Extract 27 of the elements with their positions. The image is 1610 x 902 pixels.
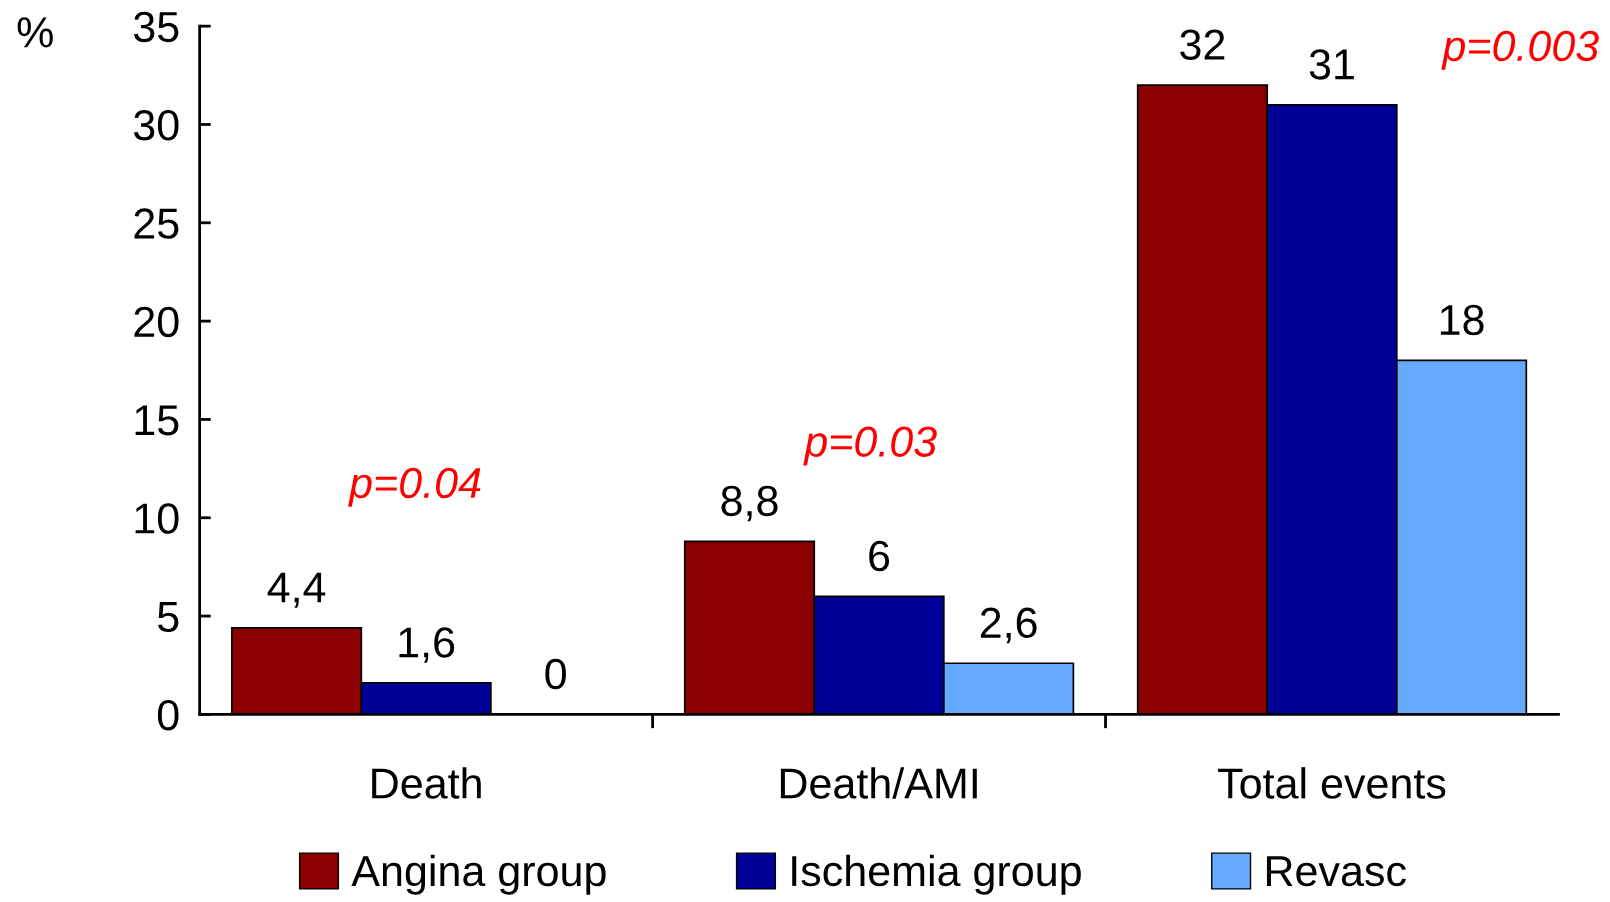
- y-tick-label: 0: [157, 699, 179, 731]
- data-label: 4,4: [267, 572, 326, 608]
- legend-label: Revasc: [1266, 856, 1406, 887]
- data-label: 2,6: [980, 607, 1037, 644]
- data-label: 6: [869, 540, 890, 572]
- y-tick-label: 25: [134, 208, 179, 239]
- x-tick-label: Total events: [1218, 767, 1446, 799]
- y-tick-label: 10: [135, 503, 179, 534]
- annotation: p=0.003: [1441, 30, 1599, 70]
- y-tick-label: 20: [134, 306, 179, 338]
- legend-label: Angina group: [351, 854, 606, 895]
- annotation: p=0.03: [803, 426, 937, 466]
- annotation: p=0.04: [348, 467, 481, 507]
- y-tick-label: 15: [135, 405, 179, 436]
- data-label: 32: [1180, 29, 1225, 60]
- y-tick-label: 5: [157, 602, 179, 633]
- y-tick-label: 30: [133, 110, 179, 141]
- x-tick-label: Death: [372, 767, 481, 799]
- y-axis-title: %: [17, 17, 53, 48]
- data-label: 31: [1309, 49, 1354, 80]
- data-label: 8,8: [721, 485, 778, 522]
- data-label: 18: [1440, 304, 1484, 336]
- y-tick-label: 35: [133, 11, 179, 43]
- data-label: 0: [545, 658, 566, 690]
- data-label: 1,6: [399, 627, 455, 663]
- x-tick-label: Death/AMI: [780, 767, 977, 799]
- legend-label: Ischemia group: [792, 854, 1081, 895]
